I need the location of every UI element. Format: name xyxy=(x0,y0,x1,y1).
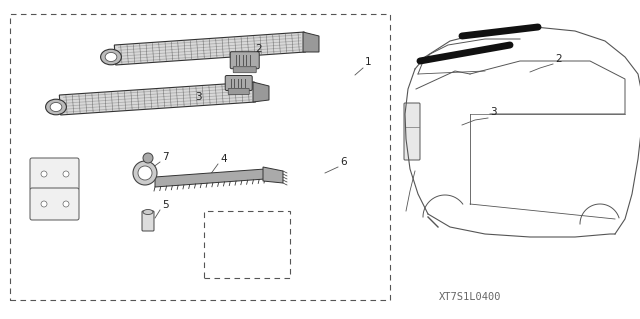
Circle shape xyxy=(41,201,47,207)
FancyBboxPatch shape xyxy=(404,103,420,160)
FancyBboxPatch shape xyxy=(228,88,249,94)
Polygon shape xyxy=(263,167,283,183)
Ellipse shape xyxy=(45,99,67,115)
FancyBboxPatch shape xyxy=(230,52,259,69)
Text: 7: 7 xyxy=(162,152,168,162)
FancyBboxPatch shape xyxy=(30,188,79,220)
Text: 5: 5 xyxy=(162,200,168,210)
Bar xyxy=(10,14,390,300)
FancyBboxPatch shape xyxy=(30,158,79,190)
Text: 3: 3 xyxy=(195,92,202,102)
Polygon shape xyxy=(60,82,255,115)
Ellipse shape xyxy=(143,210,153,214)
Text: 2: 2 xyxy=(555,54,562,64)
Circle shape xyxy=(133,161,157,185)
FancyBboxPatch shape xyxy=(233,67,256,73)
FancyBboxPatch shape xyxy=(142,211,154,231)
Circle shape xyxy=(143,153,153,163)
Polygon shape xyxy=(155,169,265,187)
Circle shape xyxy=(41,171,47,177)
Polygon shape xyxy=(303,32,319,52)
Text: XT7S1L0400: XT7S1L0400 xyxy=(439,292,502,302)
Ellipse shape xyxy=(100,49,122,65)
Circle shape xyxy=(63,171,69,177)
Circle shape xyxy=(138,166,152,180)
Ellipse shape xyxy=(50,102,62,112)
Text: 1: 1 xyxy=(365,57,372,67)
Polygon shape xyxy=(253,82,269,102)
Circle shape xyxy=(63,201,69,207)
Text: 2: 2 xyxy=(255,44,262,54)
Polygon shape xyxy=(115,32,306,65)
Text: 6: 6 xyxy=(340,157,347,167)
Bar xyxy=(204,211,290,278)
Text: 4: 4 xyxy=(220,154,227,164)
Text: 3: 3 xyxy=(490,107,497,117)
Ellipse shape xyxy=(105,52,117,62)
FancyBboxPatch shape xyxy=(225,76,252,91)
